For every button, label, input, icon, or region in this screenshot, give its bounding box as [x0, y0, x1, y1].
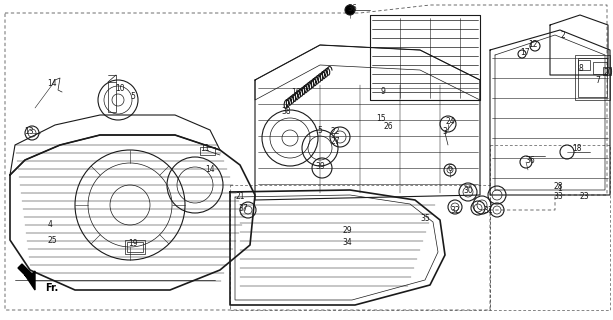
Text: 34: 34 — [342, 237, 352, 246]
Text: 15: 15 — [376, 114, 386, 123]
Polygon shape — [18, 264, 35, 290]
Text: Fr.: Fr. — [45, 283, 58, 293]
Text: 28: 28 — [554, 181, 563, 190]
Text: 32: 32 — [450, 205, 460, 214]
Text: 37: 37 — [238, 204, 248, 212]
Text: 5: 5 — [318, 125, 322, 134]
Text: 12: 12 — [528, 39, 538, 49]
Text: 8: 8 — [579, 63, 584, 73]
Text: 35: 35 — [420, 213, 430, 222]
Text: 33: 33 — [553, 191, 563, 201]
Text: 14: 14 — [47, 78, 57, 87]
Text: 21: 21 — [235, 191, 245, 201]
Text: 20: 20 — [603, 68, 613, 76]
Text: 22: 22 — [330, 126, 340, 135]
Text: 9: 9 — [381, 86, 386, 95]
Bar — [593, 62, 607, 74]
Text: 13: 13 — [24, 126, 34, 135]
Text: 24: 24 — [445, 116, 455, 125]
Text: 26: 26 — [383, 122, 393, 131]
Text: 29: 29 — [342, 226, 352, 235]
Text: 16: 16 — [291, 87, 301, 97]
Text: 18: 18 — [573, 143, 582, 153]
Bar — [575, 55, 610, 100]
Text: 30: 30 — [463, 186, 473, 195]
Text: 39: 39 — [315, 162, 325, 171]
Text: 25: 25 — [47, 236, 57, 244]
Text: 7: 7 — [596, 76, 601, 84]
Bar — [578, 60, 590, 70]
Text: 3: 3 — [443, 126, 447, 135]
Text: 36: 36 — [347, 4, 357, 12]
Text: 6: 6 — [447, 164, 452, 172]
Bar — [603, 67, 611, 75]
Bar — [200, 147, 215, 155]
Bar — [578, 58, 607, 97]
Text: 14: 14 — [205, 164, 215, 173]
Bar — [127, 242, 143, 252]
Text: 31: 31 — [483, 205, 493, 214]
Text: 2: 2 — [561, 30, 565, 39]
Text: 19: 19 — [128, 238, 138, 247]
Text: 4: 4 — [48, 220, 53, 228]
Text: 27: 27 — [330, 137, 340, 146]
Text: 36: 36 — [525, 156, 535, 164]
Bar — [108, 82, 116, 112]
Bar — [125, 240, 145, 254]
Circle shape — [345, 5, 355, 15]
Text: 5: 5 — [131, 92, 135, 100]
Text: 23: 23 — [579, 191, 589, 201]
Text: 10: 10 — [115, 84, 125, 92]
Text: 1: 1 — [558, 183, 562, 193]
Text: 38: 38 — [281, 107, 291, 116]
Text: 17: 17 — [520, 47, 530, 57]
Text: 11: 11 — [200, 143, 210, 153]
